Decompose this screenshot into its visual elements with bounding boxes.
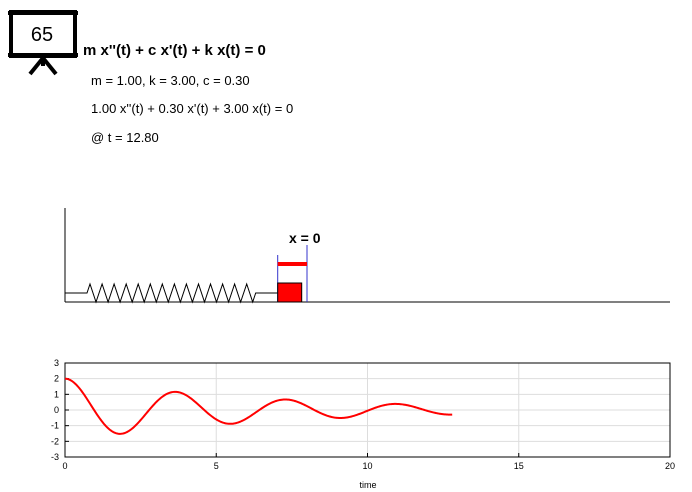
x-tick-label: 10 (362, 461, 372, 471)
time-readout: @ t = 12.80 (91, 130, 159, 145)
frame-number: 65 (30, 24, 54, 46)
numeric-equation: 1.00 x''(t) + 0.30 x'(t) + 3.00 x(t) = 0 (91, 101, 294, 116)
x-tick-label: 15 (514, 461, 524, 471)
board-icon (8, 10, 78, 76)
x-axis-label: time (359, 480, 376, 490)
y-tick-label: -2 (51, 436, 59, 446)
mass-block (277, 282, 303, 303)
spring (65, 282, 278, 304)
displacement-curve (64, 377, 453, 435)
y-tick-label: 1 (54, 389, 59, 399)
x-tick-label: 20 (665, 461, 675, 471)
x-tick-label: 5 (214, 461, 219, 471)
y-tick-label: 2 (54, 374, 59, 384)
equation-title: m x''(t) + c x'(t) + k x(t) = 0 (83, 42, 266, 59)
y-tick-label: -1 (51, 421, 59, 431)
spring-mass-simulation: x = 0 (64, 208, 670, 304)
y-tick-label: 0 (54, 405, 59, 415)
parameter-values: m = 1.00, k = 3.00, c = 0.30 (91, 73, 250, 88)
y-tick-label: 3 (54, 358, 59, 368)
x-tick-label: 0 (62, 461, 67, 471)
equilibrium-label: x = 0 (289, 230, 321, 246)
y-tick-label: -3 (51, 452, 59, 462)
